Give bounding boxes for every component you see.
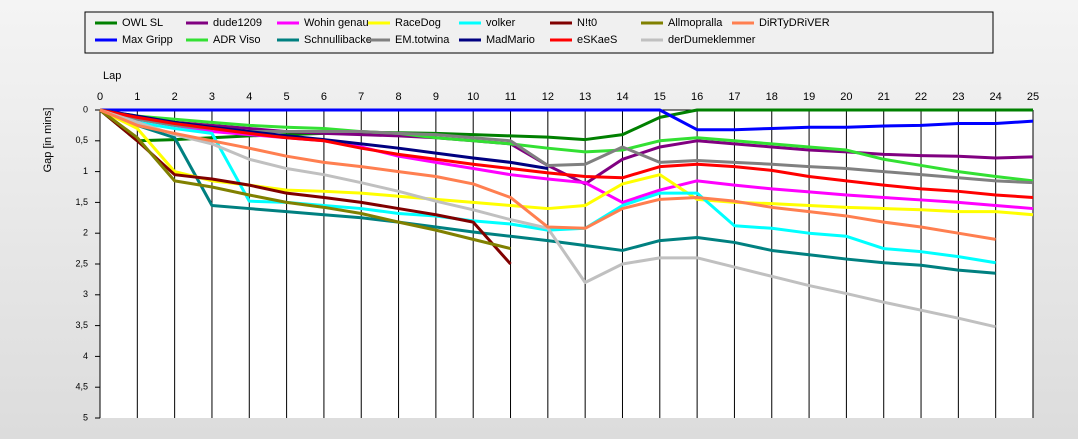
- x-tick-label: 13: [579, 91, 591, 103]
- x-tick-label: 6: [321, 91, 327, 103]
- x-axis-label: Lap: [103, 70, 121, 82]
- legend-label: OWL SL: [122, 17, 163, 29]
- x-tick-label: 18: [766, 91, 778, 103]
- x-tick-label: 12: [542, 91, 554, 103]
- x-tick-label: 10: [467, 91, 479, 103]
- series-line: [99, 108, 512, 265]
- y-tick-label: 0: [83, 104, 88, 114]
- y-tick-label: 0,5: [75, 135, 88, 145]
- legend-label: EM.totwina: [395, 34, 450, 46]
- x-tick-label: 15: [654, 91, 666, 103]
- x-tick-label: 8: [395, 91, 401, 103]
- legend-label: DiRTyDRiVER: [759, 17, 830, 29]
- x-tick-label: 25: [1027, 91, 1039, 103]
- y-tick-label: 5: [83, 412, 88, 422]
- series-line: [99, 108, 1034, 199]
- series-line: [100, 108, 1034, 132]
- legend-label: Schnullibacke: [304, 34, 372, 46]
- legend-label: Allmopralla: [668, 17, 723, 29]
- x-tick-label: 19: [803, 91, 815, 103]
- legend-label: Max Gripp: [122, 34, 173, 46]
- y-tick-label: 1,5: [75, 197, 88, 207]
- legend-label: eSKaeS: [577, 34, 617, 46]
- x-tick-label: 5: [284, 91, 290, 103]
- y-tick-label: 2,5: [75, 258, 88, 268]
- y-tick-label: 4: [83, 351, 88, 361]
- x-tick-label: 0: [97, 91, 103, 103]
- x-tick-label: 7: [358, 91, 364, 103]
- legend-label: ADR Viso: [213, 34, 260, 46]
- x-tick-label: 17: [728, 91, 740, 103]
- x-tick-label: 22: [915, 91, 927, 103]
- y-tick-label: 1: [83, 166, 88, 176]
- y-tick-label: 4,5: [75, 382, 88, 392]
- x-tick-label: 23: [952, 91, 964, 103]
- x-tick-label: 24: [990, 91, 1002, 103]
- legend-label: dude1209: [213, 17, 262, 29]
- x-tick-label: 9: [433, 91, 439, 103]
- legend-label: derDumeklemmer: [668, 34, 756, 46]
- x-tick-label: 3: [209, 91, 215, 103]
- series-line: [99, 108, 1034, 183]
- y-tick-label: 3,5: [75, 320, 88, 330]
- y-tick-label: 2: [83, 228, 88, 238]
- series-line: [99, 108, 996, 275]
- legend-box: [84, 11, 994, 54]
- x-tick-label: 1: [134, 91, 140, 103]
- x-tick-label: 11: [505, 91, 516, 103]
- series-line: [99, 108, 511, 251]
- x-tick-label: 2: [172, 91, 178, 103]
- legend-label: volker: [486, 17, 516, 29]
- legend-label: RaceDog: [395, 17, 441, 29]
- x-tick-label: 20: [840, 91, 852, 103]
- series-line: [99, 108, 996, 241]
- legend-label: Wohin genau: [304, 17, 369, 29]
- legend-label: N!t0: [577, 17, 597, 29]
- y-axis-label: Gap [in mins]: [42, 108, 54, 173]
- legend-label: MadMario: [486, 34, 535, 46]
- x-tick-label: 21: [878, 91, 890, 103]
- x-tick-label: 14: [616, 91, 628, 103]
- x-tick-label: 16: [691, 91, 703, 103]
- y-tick-label: 3: [83, 289, 88, 299]
- x-tick-label: 4: [246, 91, 252, 103]
